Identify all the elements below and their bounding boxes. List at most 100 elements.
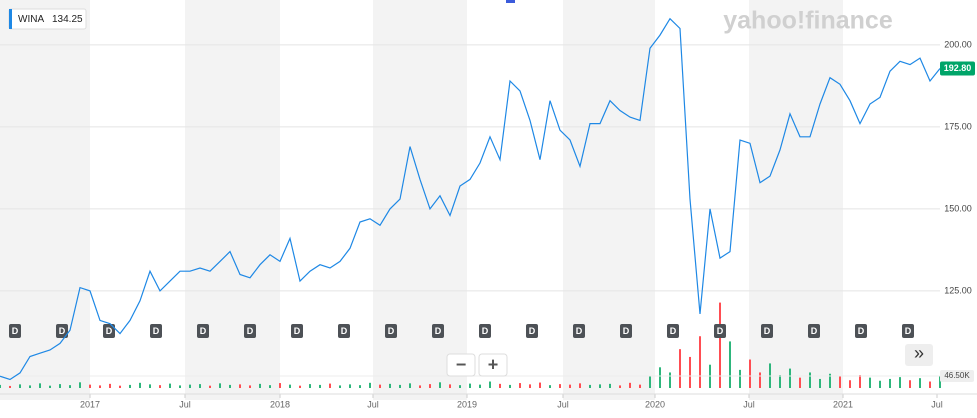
zoom-button-label[interactable]: + [488,354,499,374]
volume-bar [829,373,831,388]
volume-bar [299,385,301,388]
scroll-handle [506,0,515,3]
volume-bar [809,372,811,388]
volume-tick-box [940,369,974,382]
y-tick-label: 150.00 [944,203,972,213]
volume-bar [929,381,931,388]
volume-bar [839,376,841,388]
volume-bar [909,380,911,388]
x-tick-label: Jul [367,399,379,409]
volume-bar [209,385,211,388]
dividend-marker [761,324,773,338]
last-price-badge [940,61,975,76]
volume-bar [239,384,241,388]
y-tick-label: 175.00 [944,121,972,131]
volume-bar [609,383,611,388]
volume-bar [149,384,151,388]
dividend-label: D [247,326,254,336]
period-band [749,0,843,400]
volume-bar [169,383,171,388]
volume-bar [179,385,181,388]
volume-bar [19,384,21,388]
volume-bar [639,384,641,388]
volume-bar [799,377,801,388]
volume-bar [59,384,61,388]
volume-bar [489,381,491,388]
zoom-button[interactable] [478,353,508,377]
dividend-marker [9,324,21,338]
volume-bar [659,367,661,388]
dividend-marker [855,324,867,338]
volume-bar [789,368,791,388]
scroll-button[interactable] [905,344,933,366]
volume-bar [939,375,941,388]
volume-bar [679,349,681,388]
volume-bar [269,385,271,388]
x-tick-label: Jul [179,399,191,409]
dividend-label: D [435,326,442,336]
volume-bar [79,382,81,388]
dividend-label: D [858,326,865,336]
volume-bar [669,372,671,388]
period-band [0,0,90,400]
volume-bar [159,385,161,388]
dividend-label: D [106,326,113,336]
volume-bar [109,383,111,388]
volume-bar [89,384,91,388]
volume-bar [219,383,221,388]
dividend-label: D [388,326,395,336]
volume-bar [9,385,11,388]
volume-bar [69,385,71,388]
volume-bar [699,336,701,388]
volume-bar [739,369,741,388]
volume-bar [779,375,781,388]
volume-bar [339,385,341,388]
dividend-label: D [153,326,160,336]
scroll-button-label[interactable]: » [914,343,924,363]
volume-bar [329,383,331,388]
x-tick-label: Jul [743,399,755,409]
dividend-label: D [341,326,348,336]
legend-symbol: WINA [18,14,44,25]
x-tick-label: 2017 [80,399,100,409]
volume-bar [229,384,231,388]
period-band [563,0,655,400]
volume-bar [199,384,201,388]
dividend-marker [150,324,162,338]
volume-bar [629,382,631,388]
volume-bar [129,384,131,388]
dividend-marker [291,324,303,338]
zoom-button-label[interactable]: − [456,354,467,374]
volume-bar [249,385,251,388]
zoom-button[interactable] [446,353,476,377]
volume-bar [569,384,571,388]
volume-bar [849,380,851,388]
dividend-marker [667,324,679,338]
volume-bar [499,383,501,388]
dividend-marker [808,324,820,338]
volume-bar [459,385,461,388]
dividend-marker [902,324,914,338]
volume-bar [899,377,901,388]
dividend-label: D [670,326,677,336]
volume-bar [469,383,471,388]
legend-price: 134.25 [52,14,83,25]
volume-bar [279,383,281,388]
dividend-marker [338,324,350,338]
volume-bar [389,383,391,388]
x-tick-label: 2021 [833,399,853,409]
period-band [185,0,280,400]
dividend-marker [56,324,68,338]
dividend-label: D [294,326,301,336]
volume-bar [919,378,921,388]
dividend-label: D [529,326,536,336]
x-tick-label: 2018 [270,399,290,409]
price-line [0,17,941,381]
dividend-marker [620,324,632,338]
volume-bar [429,384,431,388]
volume-bar [619,385,621,388]
volume-bar [599,384,601,388]
volume-bar [439,382,441,388]
volume-bar [509,384,511,388]
volume-bar [309,384,311,388]
